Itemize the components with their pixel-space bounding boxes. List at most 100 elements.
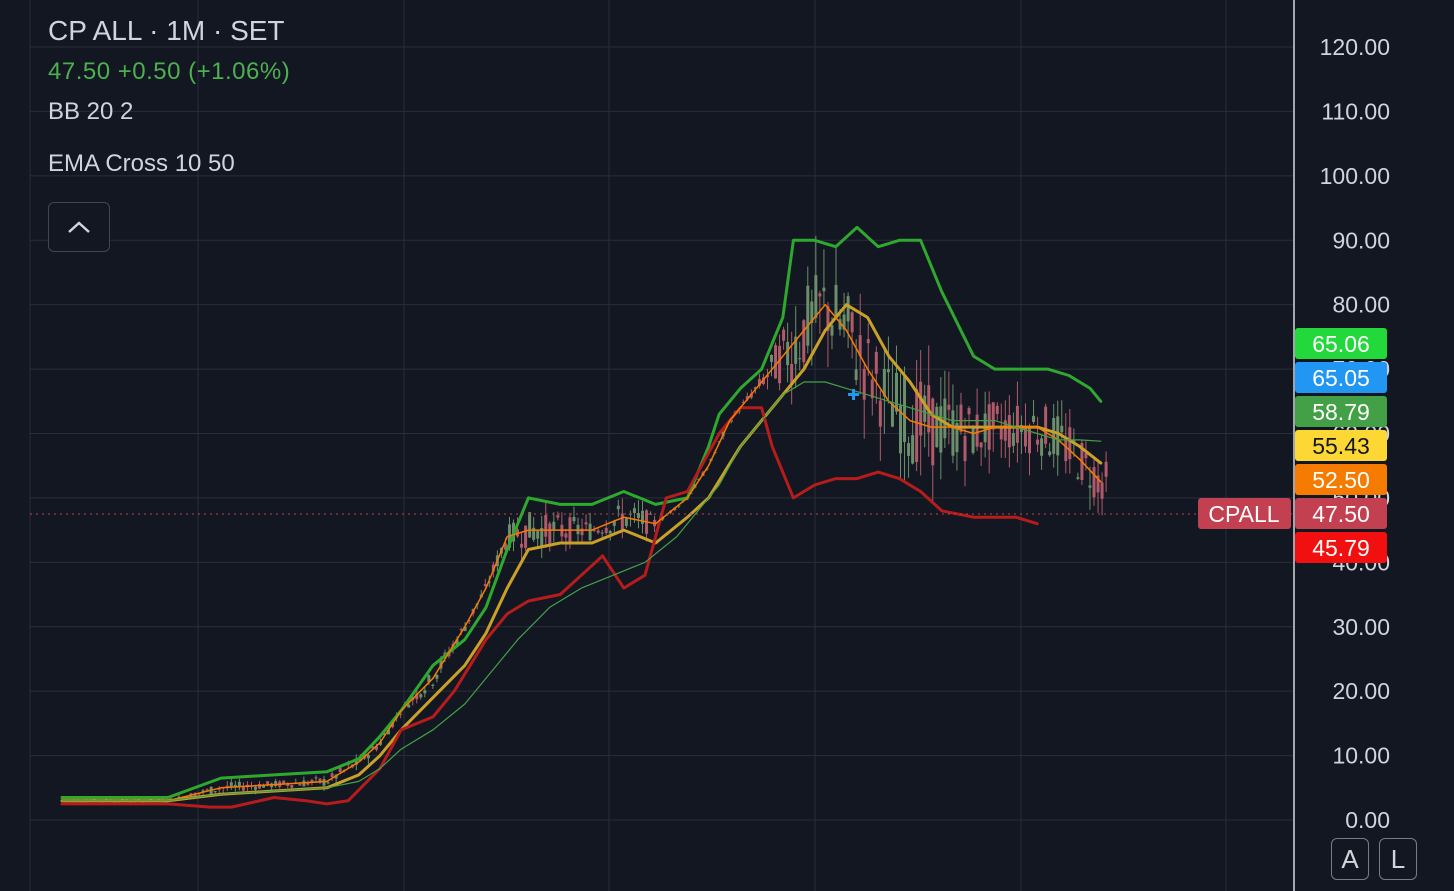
candle-body xyxy=(463,626,467,631)
candle-body xyxy=(794,336,798,364)
candle-body xyxy=(491,564,495,572)
collapse-legend-button[interactable] xyxy=(48,202,110,252)
indicator-lines xyxy=(60,225,1103,809)
candle-body xyxy=(1088,485,1092,488)
candle-body xyxy=(1084,453,1088,459)
candle-body xyxy=(536,531,540,539)
candle-body xyxy=(1032,415,1036,422)
candle-body xyxy=(991,402,995,430)
change-percent: (+1.06%) xyxy=(188,58,291,85)
candle-body xyxy=(604,527,608,534)
candle-body xyxy=(778,345,782,384)
log-scale-button[interactable]: L xyxy=(1379,838,1417,880)
change-value: +0.50 xyxy=(117,58,181,85)
candle-body xyxy=(911,435,915,464)
candle-body xyxy=(677,505,681,507)
candle-body xyxy=(423,690,427,694)
price-label-value: 55.43 xyxy=(1312,433,1370,459)
candle-body xyxy=(963,435,967,462)
candle-body xyxy=(237,781,241,787)
y-tick-label: 100.00 xyxy=(1320,163,1390,189)
candle-body xyxy=(774,345,778,379)
candle-body xyxy=(741,402,745,404)
candle-body xyxy=(886,369,890,373)
candle-body xyxy=(548,523,552,547)
candle-body xyxy=(233,784,237,787)
price-label-value: 45.79 xyxy=(1312,535,1370,561)
candle-body xyxy=(217,788,221,790)
candle-body xyxy=(520,543,524,548)
candle-body xyxy=(624,518,628,527)
y-tick-label: 20.00 xyxy=(1332,678,1390,704)
candle-body xyxy=(830,325,834,336)
candle-body xyxy=(786,341,790,366)
candle-body xyxy=(862,368,866,400)
candle-body xyxy=(818,293,822,297)
candle-body xyxy=(903,376,907,442)
indicator-ema-cross[interactable]: EMA Cross 10 50 xyxy=(48,150,235,177)
candle-body xyxy=(431,684,435,686)
candle-body xyxy=(685,499,689,501)
candle-body xyxy=(1104,461,1108,477)
candle-body xyxy=(955,422,959,453)
candle-body xyxy=(330,773,334,777)
candle-body xyxy=(806,285,810,346)
candle-body xyxy=(959,404,963,432)
price-label: 58.79 xyxy=(1295,396,1387,427)
candle-body xyxy=(1052,418,1056,454)
y-tick-label: 0.00 xyxy=(1345,807,1390,833)
candle-body xyxy=(874,351,878,374)
y-tick-label: 30.00 xyxy=(1332,614,1390,640)
auto-scale-button[interactable]: A xyxy=(1331,838,1369,880)
price-axis-labels: 65.06 65.05 58.79 55.43 52.50 47.50 CPALL 45.79 xyxy=(1198,328,1387,563)
candle-body xyxy=(782,329,786,341)
candle-body xyxy=(999,426,1003,440)
candle-body xyxy=(866,339,870,344)
symbol-title[interactable]: CP ALL · 1M · SET xyxy=(48,15,285,46)
price-label-value: 58.79 xyxy=(1312,399,1370,425)
candle-body xyxy=(540,527,544,547)
price-label-value: 47.50 xyxy=(1312,501,1370,527)
candle-body xyxy=(572,516,576,522)
chevron-up-icon xyxy=(68,221,90,233)
candle-body xyxy=(838,319,842,330)
candle-body xyxy=(641,510,645,524)
candle-body xyxy=(951,410,955,456)
candle-body xyxy=(890,403,894,427)
candle-body xyxy=(802,320,806,363)
candle-body xyxy=(632,508,636,513)
candle-body xyxy=(112,801,116,803)
candle-body xyxy=(205,789,209,791)
candle-body xyxy=(923,395,927,422)
candle-body xyxy=(1015,405,1019,443)
candle-body xyxy=(971,427,975,453)
candle-body xyxy=(749,393,753,398)
candle-body xyxy=(415,693,419,700)
candle-body xyxy=(636,513,640,519)
candle-body xyxy=(354,758,358,765)
candle-body xyxy=(858,335,862,357)
candle-body xyxy=(318,778,322,783)
candle-body xyxy=(810,301,814,324)
candle-body xyxy=(193,793,197,797)
candle-body xyxy=(1007,415,1011,448)
last-price: 47.50 xyxy=(48,58,111,85)
candle-body xyxy=(790,364,794,384)
indicator-bb[interactable]: BB 20 2 xyxy=(48,98,134,125)
candle-body xyxy=(1023,427,1027,447)
candle-body xyxy=(1040,438,1044,456)
candle-body xyxy=(798,358,802,360)
candle-body xyxy=(544,515,548,537)
candle-body xyxy=(834,284,838,317)
candle-body xyxy=(503,543,507,550)
candle-body xyxy=(580,528,584,536)
candle-body xyxy=(753,387,757,390)
price-label-value: 65.06 xyxy=(1312,331,1370,357)
price-label: 65.06 xyxy=(1295,328,1387,359)
series-bb-upper xyxy=(60,225,1103,799)
candle-body xyxy=(1048,451,1052,456)
y-tick-label: 10.00 xyxy=(1332,743,1390,769)
candle-body xyxy=(608,531,612,534)
candle-body xyxy=(435,674,439,679)
